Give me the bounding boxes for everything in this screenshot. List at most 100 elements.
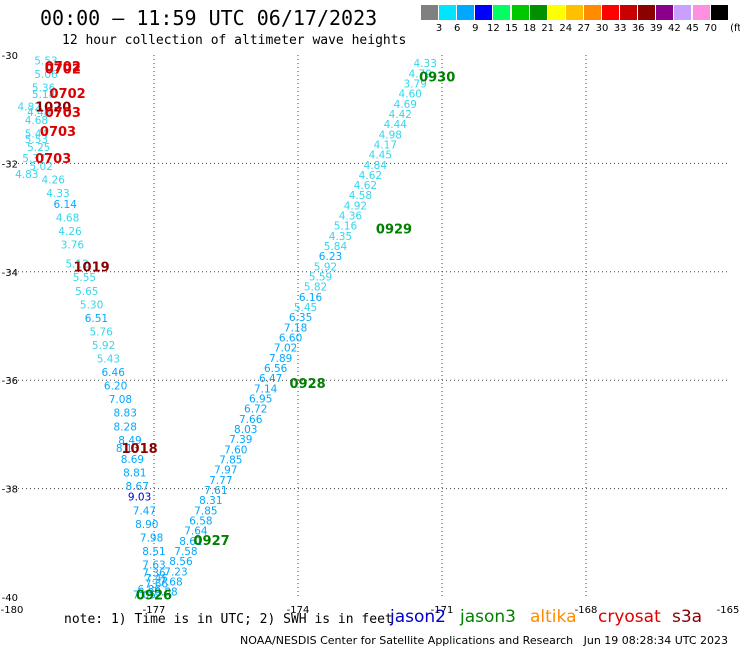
swh-value-label: 4.26 — [58, 226, 82, 238]
swh-value-label: 7.47 — [133, 505, 156, 517]
swh-value-label: 4.79 — [409, 68, 432, 80]
swh-value-label: 5.84 — [324, 241, 348, 253]
x-tick-label: -168 — [575, 605, 598, 616]
color-swatch — [674, 5, 692, 20]
swh-value-label: 5.06 — [34, 69, 58, 81]
color-legend-label: 18 — [523, 23, 536, 34]
color-swatch — [547, 5, 565, 20]
swh-value-label: 5.53 — [34, 55, 57, 67]
color-swatch — [692, 5, 710, 20]
map-title: 00:00 – 11:59 UTC 06/17/2023 — [40, 6, 378, 30]
swh-value-label: 4.60 — [399, 89, 422, 101]
pass-time-label: 0702 — [45, 60, 81, 75]
swh-value-label: 7.66 — [239, 414, 263, 426]
pass-time-label: 0702 — [50, 87, 86, 102]
swh-value-label: 6.46 — [102, 367, 126, 379]
swh-value-label: 6.95 — [249, 393, 272, 405]
pass-time-label: 0930 — [419, 71, 455, 86]
swh-value-label: 7.39 — [229, 434, 252, 446]
color-swatch — [583, 5, 601, 20]
swh-value-label: 7.85 — [219, 454, 242, 466]
swh-value-label: 6.47 — [259, 373, 282, 385]
swh-value-label: 6.60 — [279, 333, 302, 345]
swh-value-label: 5.65 — [75, 286, 98, 298]
color-swatch — [638, 5, 656, 20]
map-subtitle: 12 hour collection of altimeter wave hei… — [62, 33, 407, 48]
swh-value-label: 4.36 — [339, 211, 363, 223]
swh-value-label: 4.48 — [27, 107, 50, 119]
color-legend-label: 12 — [487, 23, 500, 34]
satellite-legend-altika: altika — [530, 607, 577, 627]
swh-value-label: 5.12 — [66, 259, 89, 271]
swh-value-label: 6.20 — [104, 381, 127, 393]
y-tick-label: -36 — [2, 376, 18, 387]
swh-value-label: 5.82 — [304, 282, 327, 294]
x-tick-label: -180 — [1, 605, 24, 616]
swh-value-label: 4.69 — [394, 99, 417, 111]
swh-value-label: 5.44 — [25, 129, 49, 141]
color-legend-label: 9 — [472, 23, 479, 34]
credit-line: NOAA/NESDIS Center for Satellite Applica… — [240, 634, 729, 647]
color-legend-label: 15 — [505, 23, 518, 34]
swh-value-label: 6.72 — [244, 404, 267, 416]
swh-value-label: 7.61 — [204, 485, 227, 497]
color-legend-label: 30 — [595, 23, 609, 34]
swh-value-label: 7.05 — [133, 589, 156, 601]
color-swatch — [421, 5, 438, 20]
pass-time-label: 1018 — [122, 442, 158, 457]
swh-value-label: 6.56 — [264, 363, 288, 375]
color-swatch — [620, 5, 638, 20]
satellite-legend-cryosat: cryosat — [598, 607, 661, 627]
swh-value-label: 4.45 — [369, 150, 392, 162]
swh-value-label: 4.83 — [15, 169, 38, 181]
swh-value-label: 4.68 — [25, 115, 48, 127]
swh-value-label: 7.58 — [174, 546, 197, 558]
swh-value-label: 7.66 — [145, 578, 169, 590]
x-tick-label: -174 — [287, 605, 310, 616]
swh-value-label: 4.35 — [329, 231, 352, 243]
swh-value-label: 6.14 — [54, 199, 78, 211]
swh-value-label: 8.51 — [142, 546, 165, 558]
swh-value-label: 7.02 — [274, 343, 297, 355]
swh-value-label: 8.69 — [121, 454, 144, 466]
swh-value-label: 7.23 — [164, 566, 187, 578]
swh-value-label: 4.26 — [42, 175, 66, 187]
swh-value-label: 4.44 — [384, 119, 408, 131]
swh-value-label: 8.90 — [135, 519, 158, 531]
swh-value-label: 8.49 — [118, 435, 141, 447]
swh-value-label: 4.17 — [374, 139, 397, 151]
swh-value-label: 5.43 — [97, 354, 120, 366]
swh-value-label: 5.16 — [334, 221, 358, 233]
swh-value-label: 5.30 — [80, 299, 103, 311]
pass-time-label: 0702 — [45, 63, 81, 78]
swh-value-label: 9.03 — [128, 492, 151, 504]
swh-value-label: 6.58 — [189, 515, 212, 527]
swh-value-label: 8.31 — [199, 495, 222, 507]
swh-value-label: 7.85 — [194, 505, 217, 517]
swh-value-label: 7.60 — [224, 444, 247, 456]
swh-value-label: 5.53 — [25, 134, 48, 146]
swh-value-label: 5.45 — [294, 302, 317, 314]
swh-value-label: 7.77 — [209, 475, 232, 487]
color-legend-label: 3 — [435, 23, 443, 34]
swh-value-label: 7.45 — [145, 573, 168, 585]
swh-value-label: 7.36 — [142, 568, 166, 580]
color-legend-label: 39 — [649, 23, 663, 34]
swh-value-label: 4.58 — [349, 190, 372, 202]
swh-value-label: 6.86 — [138, 584, 162, 596]
color-legend-label: 33 — [613, 23, 627, 34]
pass-time-label: 0703 — [35, 152, 71, 167]
swh-value-label: 7.14 — [254, 383, 278, 395]
swh-value-label: 5.92 — [92, 340, 115, 352]
color-swatch — [475, 5, 493, 20]
swh-value-label: 4.82 — [18, 101, 41, 113]
color-swatch — [565, 5, 583, 20]
swh-value-label: 4.62 — [359, 170, 382, 182]
swh-value-label: 5.55 — [73, 272, 96, 284]
swh-value-label: 6.35 — [289, 312, 312, 324]
pass-time-label: 0926 — [136, 588, 172, 603]
color-swatch — [529, 5, 547, 20]
swh-value-label: 4.92 — [344, 200, 367, 212]
swh-value-label: 4.98 — [379, 129, 402, 141]
swh-value-label: 8.81 — [123, 467, 146, 479]
